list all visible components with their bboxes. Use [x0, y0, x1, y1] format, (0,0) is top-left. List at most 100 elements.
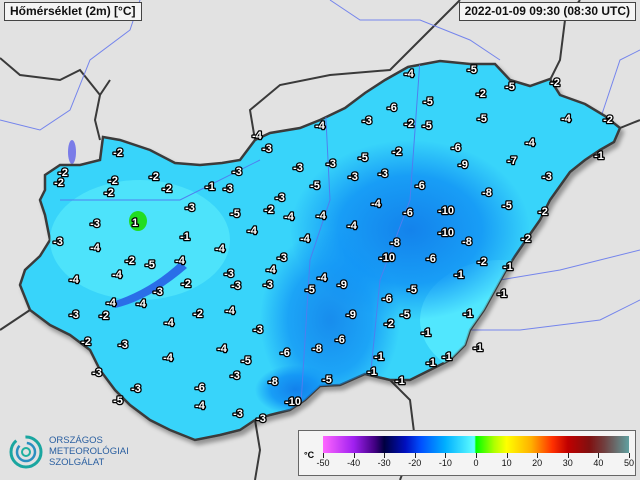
- legend-tick-label: 10: [501, 458, 512, 468]
- station-temperature-label: -9: [458, 159, 468, 171]
- station-temperature-label: -4: [164, 317, 175, 329]
- station-temperature-label: -4: [371, 198, 382, 210]
- station-temperature-label: -1: [180, 231, 190, 243]
- station-temperature-label: -3: [263, 279, 273, 291]
- station-temperature-label: -4: [136, 298, 147, 310]
- station-temperature-label: -4: [316, 210, 327, 222]
- station-temperature-label: -3: [256, 413, 266, 425]
- station-temperature-label: -4: [266, 264, 277, 276]
- station-temperature-label: -2: [99, 310, 109, 322]
- station-temperature-label: -5: [322, 374, 332, 386]
- lake-outside: [68, 140, 76, 164]
- station-temperature-label: -3: [232, 166, 242, 178]
- station-temperature-label: -5: [400, 309, 410, 321]
- legend-unit: °C: [304, 450, 315, 460]
- legend-tick-mark: [537, 453, 539, 458]
- station-temperature-label: -3: [326, 158, 336, 170]
- station-temperature-label: -4: [217, 343, 228, 355]
- station-temperature-label: -7: [507, 155, 517, 167]
- station-temperature-label: -2: [54, 177, 64, 189]
- station-temperature-label: -6: [382, 293, 392, 305]
- station-temperature-label: -1: [497, 288, 507, 300]
- station-temperature-label: -3: [185, 202, 195, 214]
- timestamp: 2022-01-09 09:30 (08:30 UTC): [458, 2, 636, 21]
- station-temperature-label: -1: [473, 342, 483, 354]
- station-temperature-label: -2: [108, 175, 118, 187]
- station-temperature-label: -2: [58, 167, 68, 179]
- station-temperature-label: -3: [231, 280, 241, 292]
- legend-tick-label: 0: [473, 458, 479, 468]
- station-temperature-label: -4: [317, 272, 328, 284]
- station-temperature-label: -3: [275, 192, 285, 204]
- station-temperature-label: -2: [476, 88, 486, 100]
- legend-tick-mark: [476, 453, 477, 458]
- legend-tick-mark: [629, 453, 630, 458]
- station-temperature-label: -4: [404, 68, 415, 80]
- station-temperature-label: -1: [463, 308, 473, 320]
- logo-line-2: METEOROLÓGIAI: [49, 446, 129, 457]
- logo-swirl-icon: [9, 435, 43, 469]
- station-temperature-label: -3: [118, 339, 128, 351]
- station-temperature-label: -2: [149, 171, 159, 183]
- legend-tick-mark: [414, 453, 416, 458]
- station-temperature-label: -4: [525, 137, 536, 149]
- station-temperature-label: -3: [362, 115, 372, 127]
- legend-tick-label: -20: [408, 458, 422, 468]
- station-temperature-label: -9: [346, 309, 356, 321]
- legend-tick-mark: [506, 453, 508, 458]
- station-temperature-label: -1: [442, 351, 452, 363]
- legend-tick-mark: [445, 453, 447, 458]
- station-temperature-label: -5: [230, 208, 240, 220]
- station-temperature-label: -5: [241, 355, 251, 367]
- station-temperature-label: -3: [542, 171, 552, 183]
- station-temperature-label: -4: [315, 120, 326, 132]
- station-temperature-label: -3: [277, 252, 287, 264]
- station-temperature-label: -3: [224, 268, 234, 280]
- station-temperature-label: -4: [284, 211, 295, 223]
- station-temperature-label: -4: [163, 352, 174, 364]
- station-temperature-label: -3: [131, 383, 141, 395]
- station-temperature-label: -2: [550, 77, 560, 89]
- station-temperature-label: -4: [69, 274, 80, 286]
- legend-tick-mark: [384, 453, 386, 458]
- station-temperature-label: -3: [230, 370, 240, 382]
- legend-tick-label: -40: [347, 458, 361, 468]
- station-temperature-label: -4: [247, 225, 258, 237]
- station-temperature-label: -5: [305, 284, 315, 296]
- station-temperature-label: -8: [312, 343, 322, 355]
- station-temperature-label: -2: [113, 147, 123, 159]
- station-temperature-label: -2: [384, 318, 394, 330]
- station-temperature-label: -5: [113, 395, 123, 407]
- station-temperature-label: -5: [505, 81, 515, 93]
- station-temperature-label: -3: [233, 408, 243, 420]
- station-temperature-label: -1: [205, 181, 215, 193]
- station-temperature-label: -2: [521, 233, 531, 245]
- station-temperature-label: -2: [404, 118, 414, 130]
- legend-tick-label: -50: [316, 458, 330, 468]
- station-temperature-label: -3: [223, 183, 233, 195]
- station-temperature-label: -10: [379, 252, 395, 264]
- station-temperature-label: -1: [395, 375, 405, 387]
- station-temperature-label: -10: [285, 396, 301, 408]
- station-temperature-label: -4: [175, 255, 186, 267]
- station-temperature-label: -4: [225, 305, 236, 317]
- station-temperature-label: -5: [477, 113, 487, 125]
- station-temperature-label: -5: [502, 200, 512, 212]
- station-temperature-label: -8: [482, 187, 492, 199]
- station-temperature-label: -1: [594, 150, 604, 162]
- station-temperature-label: -5: [145, 259, 155, 271]
- omsz-logo: ORSZÁGOS METEOROLÓGIAI SZOLGÁLAT: [8, 430, 158, 474]
- rivers-outside: [0, 0, 640, 331]
- legend-tick-mark: [323, 453, 324, 458]
- station-temperature-label: -4: [106, 297, 117, 309]
- station-temperature-label: -1: [374, 351, 384, 363]
- station-temperature-label: -10: [438, 227, 454, 239]
- station-temperature-label: -1: [367, 366, 377, 378]
- legend-tick-label: 20: [532, 458, 543, 468]
- river-tisza: [369, 61, 421, 381]
- logo-line-1: ORSZÁGOS: [49, 435, 103, 446]
- station-temperature-label: -1: [503, 261, 513, 273]
- station-temperature-label: -2: [538, 206, 548, 218]
- station-temperature-label: -2: [392, 146, 402, 158]
